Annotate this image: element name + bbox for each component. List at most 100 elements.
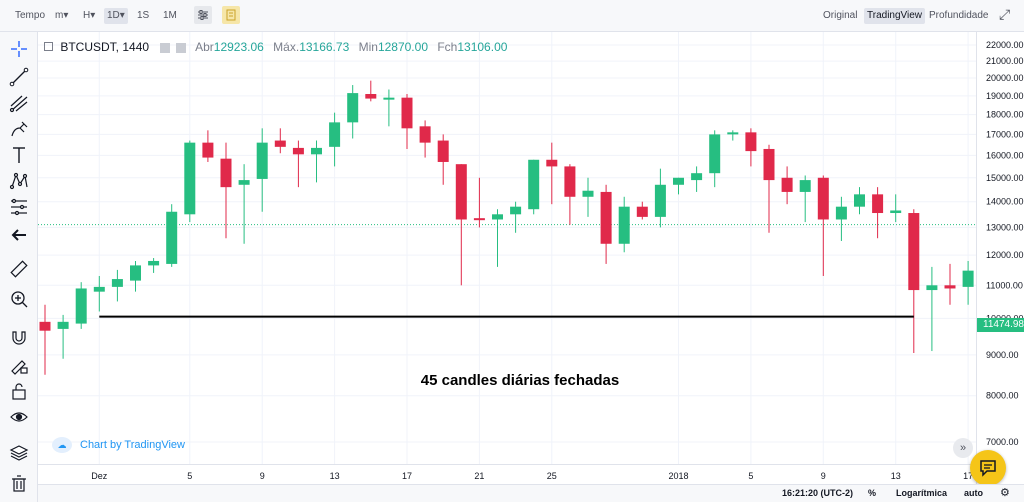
candles-group [39,80,974,375]
price-tick-label: 14000.00 [986,197,1024,207]
text-tool-icon[interactable] [8,144,30,166]
trash-icon[interactable] [8,472,30,494]
layers-icon[interactable] [8,442,30,464]
candle-body [202,142,214,158]
measure-icon[interactable] [8,196,30,218]
time-tick-label: 25 [547,471,557,481]
settings-icon[interactable] [160,42,171,53]
candle-body [582,190,594,197]
candlestick-chart[interactable]: 7000.008000.009000.0010000.0011000.00120… [38,32,1024,484]
price-axis-labels: 7000.008000.009000.0010000.0011000.00120… [986,40,1024,447]
candle-body [926,285,938,291]
candle-body [673,177,684,185]
open-value: 12923.06 [213,40,264,54]
candle-body [238,180,250,185]
candle-body [256,142,268,179]
price-tick-label: 13000.00 [986,222,1024,232]
candle-body [854,194,865,207]
candle-body [709,134,721,174]
indicators-icon[interactable] [194,6,212,24]
time-tick-label: 5 [187,471,192,481]
timeframe-1s[interactable]: 1S [137,10,150,21]
candle-body [57,321,69,329]
candle-body [564,166,576,197]
time-tick-label: 17 [402,471,412,481]
pattern-icon[interactable] [8,170,30,192]
fullscreen-icon[interactable]: ⤢ [999,6,1011,22]
price-tick-label: 16000.00 [986,150,1024,160]
time-tick-label: Dez [91,471,108,481]
timeframe-1d[interactable]: 1D▾ [104,8,128,24]
price-tick-label: 12000.00 [986,250,1024,260]
chart-legend: BTCUSDT, 1440 Abr12923.06 Máx.13166.73 M… [44,38,507,56]
timeframe-tempo[interactable]: Tempo [15,10,46,21]
close-value: 13106.00 [457,40,508,54]
time-axis-labels: Dez 5 9 13 17 21 25 2018 5 9 13 17 [91,471,973,481]
close-icon[interactable] [175,42,186,53]
high-value: 13166.73 [299,40,350,54]
high-label: Máx. [273,40,300,54]
candle-body [691,173,703,181]
unlock-icon[interactable] [8,380,30,402]
magnet-icon[interactable] [8,326,30,348]
candle-body [311,147,322,155]
low-value: 12870.00 [377,40,428,54]
candle-body [75,288,87,324]
candle-body [93,286,105,292]
candle-body [962,270,974,287]
lock-drawing-icon[interactable] [8,354,30,376]
timeframe-1m[interactable]: 1M [163,10,177,21]
time-tick-label: 13 [891,471,901,481]
candle-body [908,213,920,291]
price-tick-label: 18000.00 [986,110,1024,120]
ruler-icon[interactable] [8,258,30,280]
view-tradingview[interactable]: TradingView [864,8,926,24]
chart-grid [38,32,976,464]
percent-toggle[interactable]: % [868,488,877,498]
timeframe-hours[interactable]: H▾ [83,10,96,21]
brush-icon[interactable] [8,118,30,140]
candle-body [401,97,413,129]
log-toggle[interactable]: Logarítmica [896,488,948,498]
trend-line-icon[interactable] [8,66,30,88]
time-tick-label: 5 [748,471,753,481]
auto-toggle[interactable]: auto [964,488,983,498]
candle-body [799,180,811,192]
scroll-right-button[interactable]: » [953,438,973,458]
view-profundidade[interactable]: Profundidade [929,10,989,21]
candle-body [437,140,449,162]
back-arrow-icon[interactable] [8,224,30,246]
timeframe-minutes[interactable]: m▾ [55,10,69,21]
candle-body [654,184,666,217]
candle-body [329,122,341,147]
pitchfork-icon[interactable] [8,92,30,114]
crosshair-icon[interactable] [8,38,30,60]
candle-body [492,214,503,220]
feedback-button[interactable] [970,450,1006,486]
candle-body [39,321,51,331]
candle-body [220,158,232,188]
annotation-text: 45 candles diárias fechadas [420,372,620,389]
watermark-text: Chart by TradingView [80,439,185,451]
tradingview-watermark[interactable]: ☁ Chart by TradingView [52,436,185,454]
candle-body [510,206,522,215]
time-tick-label: 17 [963,471,973,481]
close-label: Fch [437,40,458,54]
candle-body [890,210,902,214]
low-label: Min [358,40,378,54]
eye-icon[interactable] [8,406,30,428]
view-original[interactable]: Original [823,10,858,21]
candle-body [528,159,540,210]
candle-body [872,194,884,214]
time-tick-label: 2018 [668,471,688,481]
templates-icon[interactable] [222,6,240,24]
candle-body [835,206,847,220]
collapse-legend-icon[interactable] [44,42,53,52]
candle-body [618,206,630,244]
candle-body [148,260,160,266]
time-tick-label: 9 [260,471,265,481]
gear-icon[interactable]: ⚙ [1000,487,1010,499]
price-tick-label: 21000.00 [986,56,1024,66]
zoom-in-icon[interactable] [8,288,30,310]
last-price-label: 11474.98 [977,318,1024,332]
